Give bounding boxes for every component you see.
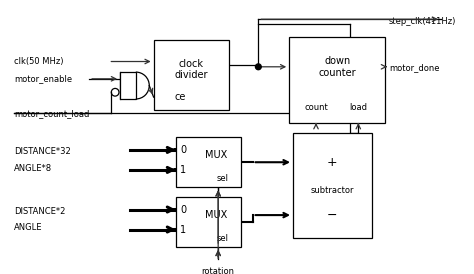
- Text: subtractor: subtractor: [310, 186, 354, 195]
- Bar: [293, 133, 372, 238]
- Text: MUX: MUX: [205, 210, 228, 219]
- Text: 1: 1: [180, 165, 186, 175]
- Bar: [120, 72, 136, 99]
- Bar: [176, 197, 241, 247]
- Text: ANGLE: ANGLE: [14, 223, 43, 232]
- Text: step_clk(411Hz): step_clk(411Hz): [389, 17, 456, 26]
- Text: −: −: [327, 209, 337, 222]
- Bar: [289, 36, 385, 123]
- Text: ANGLE*8: ANGLE*8: [14, 164, 52, 173]
- Text: 1: 1: [180, 224, 186, 235]
- Text: clock
divider: clock divider: [174, 59, 208, 80]
- Text: sel: sel: [217, 233, 229, 242]
- Text: DISTANCE*2: DISTANCE*2: [14, 207, 65, 216]
- Text: load: load: [349, 103, 367, 112]
- Text: motor_done: motor_done: [389, 63, 439, 72]
- Text: +: +: [327, 156, 337, 169]
- Text: MUX: MUX: [205, 150, 228, 160]
- Text: down
counter: down counter: [319, 56, 356, 78]
- Text: ce: ce: [174, 92, 185, 102]
- Text: rotation: rotation: [201, 267, 235, 274]
- Text: 0: 0: [180, 145, 186, 155]
- Text: sel: sel: [217, 174, 229, 183]
- Text: motor_enable: motor_enable: [14, 74, 73, 83]
- Circle shape: [255, 64, 261, 70]
- Text: count: count: [304, 103, 328, 112]
- Bar: [176, 138, 241, 187]
- Text: DISTANCE*32: DISTANCE*32: [14, 147, 71, 156]
- Text: 0: 0: [180, 204, 186, 215]
- Text: motor_count_load: motor_count_load: [14, 109, 90, 118]
- Text: clk(50 MHz): clk(50 MHz): [14, 57, 64, 66]
- Bar: [154, 40, 228, 110]
